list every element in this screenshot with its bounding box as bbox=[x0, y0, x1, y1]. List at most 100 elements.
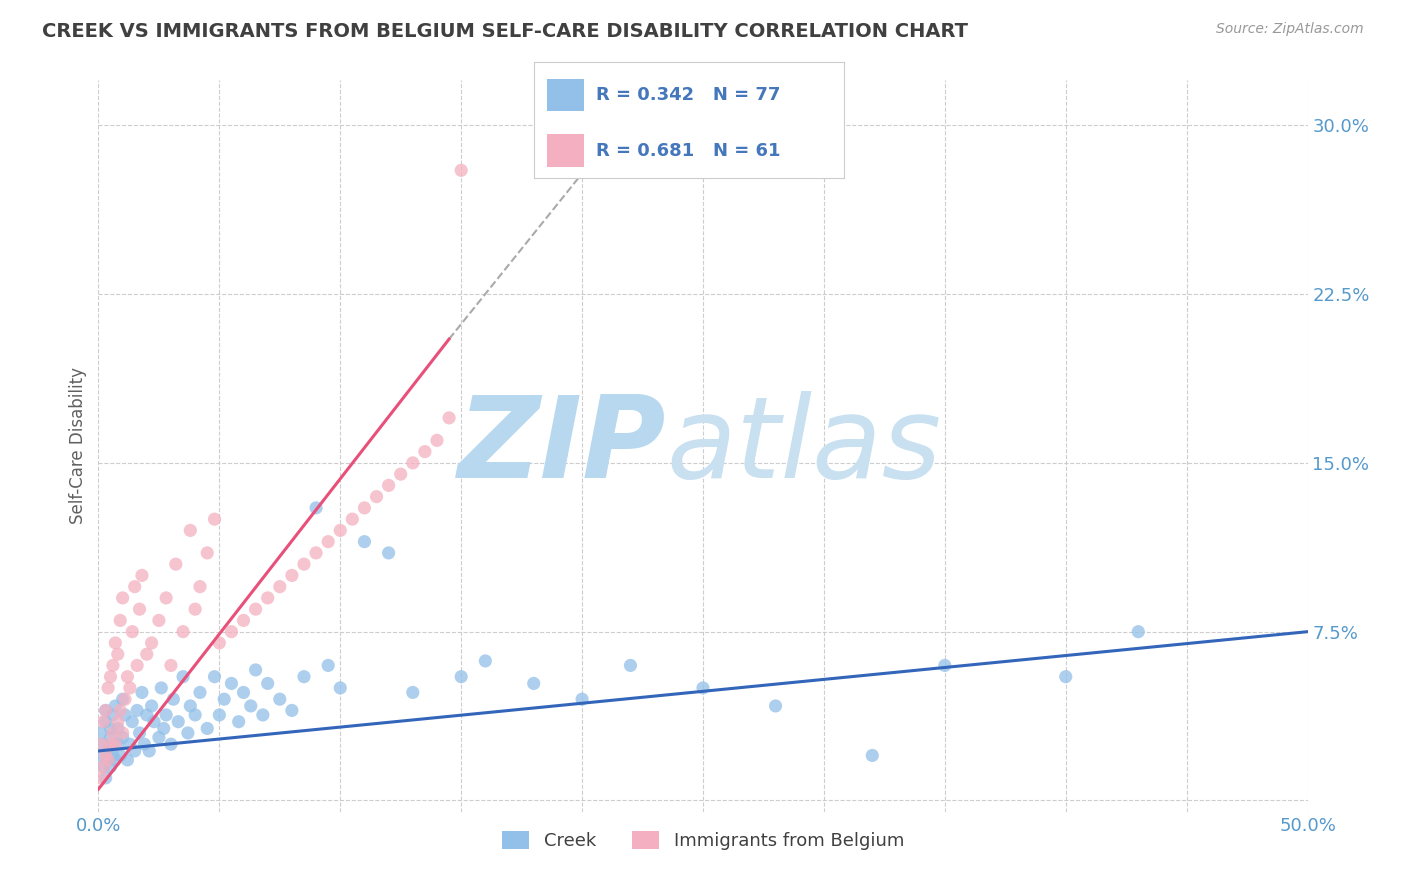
Point bbox=[94, 771, 117, 785]
Point bbox=[204, 512, 226, 526]
Point bbox=[188, 685, 211, 699]
Point bbox=[104, 737, 127, 751]
Point bbox=[292, 670, 315, 684]
Point bbox=[329, 681, 352, 695]
Text: Source: ZipAtlas.com: Source: ZipAtlas.com bbox=[1216, 22, 1364, 37]
Point bbox=[100, 731, 122, 745]
Text: ZIP: ZIP bbox=[458, 391, 666, 501]
Point bbox=[97, 744, 120, 758]
Point bbox=[245, 602, 267, 616]
Point bbox=[195, 722, 218, 736]
Point bbox=[256, 591, 278, 605]
FancyBboxPatch shape bbox=[547, 135, 583, 167]
Point bbox=[342, 512, 364, 526]
Point bbox=[128, 726, 150, 740]
Point bbox=[90, 737, 112, 751]
Point bbox=[127, 703, 149, 717]
Point bbox=[245, 663, 267, 677]
Point bbox=[148, 731, 170, 745]
Point bbox=[94, 703, 117, 717]
Point bbox=[172, 670, 194, 684]
Point bbox=[269, 692, 291, 706]
FancyBboxPatch shape bbox=[547, 78, 583, 112]
Point bbox=[165, 557, 187, 571]
Point bbox=[90, 726, 112, 740]
Point bbox=[131, 685, 153, 699]
Point bbox=[90, 748, 112, 763]
Point bbox=[104, 698, 127, 713]
Point bbox=[107, 737, 129, 751]
Text: atlas: atlas bbox=[666, 391, 942, 501]
Point bbox=[474, 654, 496, 668]
Point bbox=[413, 444, 436, 458]
Point bbox=[402, 685, 425, 699]
Y-axis label: Self-Care Disability: Self-Care Disability bbox=[69, 368, 87, 524]
Point bbox=[221, 624, 243, 639]
Point bbox=[184, 708, 207, 723]
Point bbox=[128, 602, 150, 616]
Point bbox=[316, 534, 339, 549]
Point bbox=[571, 692, 593, 706]
Point bbox=[179, 698, 201, 713]
Legend: Creek, Immigrants from Belgium: Creek, Immigrants from Belgium bbox=[495, 823, 911, 857]
Point bbox=[1128, 624, 1150, 639]
Point bbox=[765, 698, 787, 713]
Point bbox=[107, 647, 129, 661]
Text: R = 0.681   N = 61: R = 0.681 N = 61 bbox=[596, 142, 780, 160]
Point bbox=[150, 681, 173, 695]
Point bbox=[100, 760, 122, 774]
Point bbox=[316, 658, 339, 673]
Point bbox=[184, 602, 207, 616]
Point bbox=[377, 478, 399, 492]
Point bbox=[94, 703, 117, 717]
Point bbox=[101, 748, 124, 763]
Point bbox=[167, 714, 190, 729]
Point bbox=[108, 748, 131, 763]
Point bbox=[228, 714, 250, 729]
Point bbox=[281, 568, 304, 582]
Point bbox=[143, 714, 166, 729]
Point bbox=[232, 685, 254, 699]
Point bbox=[94, 748, 117, 763]
Point bbox=[118, 681, 141, 695]
Point bbox=[135, 708, 157, 723]
Point bbox=[111, 726, 134, 740]
Point bbox=[114, 708, 136, 723]
Point bbox=[188, 580, 211, 594]
Point bbox=[104, 636, 127, 650]
Point bbox=[402, 456, 425, 470]
Point bbox=[523, 676, 546, 690]
Point bbox=[117, 670, 139, 684]
Point bbox=[91, 714, 114, 729]
Point bbox=[305, 500, 328, 515]
Point bbox=[90, 771, 112, 785]
Point bbox=[1054, 670, 1077, 684]
Point bbox=[162, 692, 184, 706]
Point bbox=[141, 636, 163, 650]
Point bbox=[134, 737, 156, 751]
Point bbox=[269, 580, 291, 594]
Point bbox=[138, 744, 160, 758]
Point bbox=[97, 753, 120, 767]
Point bbox=[860, 748, 883, 763]
Point bbox=[91, 737, 114, 751]
Point bbox=[91, 760, 114, 774]
Point bbox=[131, 568, 153, 582]
Point bbox=[121, 624, 143, 639]
Point bbox=[437, 410, 460, 425]
Point bbox=[104, 753, 127, 767]
Point bbox=[127, 658, 149, 673]
Point bbox=[108, 703, 131, 717]
Point bbox=[934, 658, 956, 673]
Point bbox=[141, 698, 163, 713]
Point bbox=[101, 708, 124, 723]
Point bbox=[450, 670, 472, 684]
Point bbox=[305, 546, 328, 560]
Point bbox=[155, 708, 177, 723]
Point bbox=[117, 753, 139, 767]
Point bbox=[256, 676, 278, 690]
Point bbox=[208, 708, 231, 723]
Point bbox=[239, 698, 262, 713]
Point bbox=[148, 614, 170, 628]
Point bbox=[281, 703, 304, 717]
